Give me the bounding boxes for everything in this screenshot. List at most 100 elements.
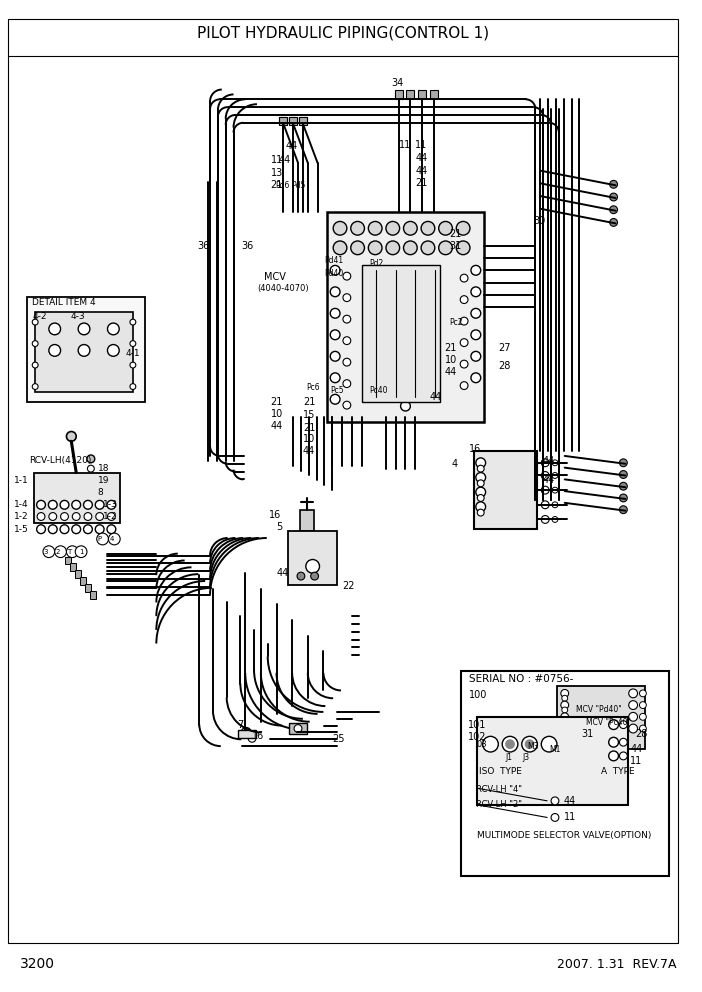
- Circle shape: [552, 460, 558, 465]
- Text: 31: 31: [581, 729, 594, 739]
- Circle shape: [95, 513, 104, 521]
- Circle shape: [241, 727, 251, 737]
- Circle shape: [505, 739, 515, 749]
- Text: Pd5: Pd5: [291, 181, 305, 189]
- Circle shape: [84, 525, 93, 534]
- Bar: [27, 297, 145, 402]
- Circle shape: [330, 395, 340, 404]
- Circle shape: [609, 720, 618, 729]
- Circle shape: [60, 525, 69, 534]
- Circle shape: [351, 241, 364, 255]
- Circle shape: [439, 221, 452, 235]
- Circle shape: [541, 459, 549, 466]
- Text: 28: 28: [498, 361, 510, 371]
- Text: 18: 18: [98, 464, 110, 473]
- Text: Pd2: Pd2: [369, 259, 383, 268]
- Circle shape: [37, 525, 46, 534]
- Text: 36: 36: [241, 241, 253, 251]
- Circle shape: [421, 221, 435, 235]
- Text: MCV "Pd40": MCV "Pd40": [576, 705, 622, 714]
- Bar: [34, 472, 120, 524]
- Text: J1: J1: [505, 753, 512, 762]
- Text: 44: 44: [285, 141, 298, 151]
- Text: ISO  TYPE: ISO TYPE: [479, 767, 522, 776]
- Bar: [35, 312, 133, 393]
- Text: 13: 13: [271, 168, 283, 178]
- Circle shape: [461, 274, 468, 282]
- Text: M3: M3: [528, 742, 539, 751]
- Circle shape: [561, 701, 569, 709]
- Text: 21: 21: [303, 423, 315, 433]
- Text: 22: 22: [342, 581, 355, 591]
- Bar: [474, 451, 538, 529]
- Circle shape: [37, 513, 45, 521]
- Circle shape: [471, 266, 481, 275]
- Circle shape: [640, 701, 647, 708]
- Circle shape: [107, 500, 116, 509]
- Text: 2007. 1.31  REV.7A: 2007. 1.31 REV.7A: [557, 957, 677, 970]
- Circle shape: [37, 500, 46, 509]
- Circle shape: [67, 432, 77, 441]
- Bar: [65, 557, 72, 564]
- Text: 44: 44: [271, 421, 283, 431]
- Circle shape: [609, 181, 618, 188]
- Circle shape: [401, 390, 411, 399]
- Bar: [85, 584, 91, 592]
- Circle shape: [421, 241, 435, 255]
- Circle shape: [78, 344, 90, 356]
- Circle shape: [60, 500, 69, 509]
- Circle shape: [619, 752, 628, 760]
- Text: 44: 44: [303, 446, 315, 456]
- Circle shape: [461, 338, 468, 346]
- Circle shape: [404, 221, 417, 235]
- Circle shape: [330, 287, 340, 297]
- Text: 25: 25: [332, 734, 345, 744]
- Circle shape: [32, 384, 38, 390]
- Bar: [289, 531, 337, 585]
- Text: 11: 11: [399, 140, 411, 150]
- Text: 1-2: 1-2: [102, 512, 117, 521]
- Circle shape: [49, 344, 60, 356]
- Circle shape: [541, 516, 549, 524]
- Circle shape: [294, 724, 302, 732]
- Text: 10: 10: [444, 355, 457, 365]
- Text: 21: 21: [449, 229, 462, 239]
- Circle shape: [629, 689, 637, 697]
- Circle shape: [49, 513, 57, 521]
- Bar: [327, 211, 484, 422]
- Circle shape: [343, 315, 351, 323]
- Bar: [477, 717, 628, 805]
- Circle shape: [130, 362, 135, 368]
- Circle shape: [541, 471, 549, 479]
- Bar: [395, 89, 402, 99]
- Circle shape: [95, 500, 104, 509]
- Text: 1-1: 1-1: [13, 476, 28, 485]
- Text: 44: 44: [542, 456, 555, 466]
- Bar: [289, 117, 297, 124]
- Text: (4040-4070): (4040-4070): [257, 285, 309, 294]
- Text: 11: 11: [564, 812, 576, 822]
- Circle shape: [471, 309, 481, 318]
- Circle shape: [562, 707, 568, 713]
- Circle shape: [369, 221, 382, 235]
- Circle shape: [107, 323, 119, 334]
- Circle shape: [552, 472, 558, 478]
- Text: RCV-LH(4120): RCV-LH(4120): [29, 456, 92, 465]
- Text: 11: 11: [630, 756, 642, 766]
- Circle shape: [333, 221, 347, 235]
- Text: 101: 101: [468, 719, 486, 730]
- Text: SERIAL NO : #0756-: SERIAL NO : #0756-: [469, 674, 574, 683]
- Text: 44: 44: [444, 367, 457, 377]
- Circle shape: [311, 572, 319, 580]
- Circle shape: [84, 513, 92, 521]
- Text: RCV-LH "2": RCV-LH "2": [476, 801, 522, 809]
- Circle shape: [456, 241, 470, 255]
- Circle shape: [404, 241, 417, 255]
- Text: 44: 44: [277, 568, 289, 578]
- Text: 21: 21: [416, 179, 428, 188]
- Circle shape: [609, 737, 618, 747]
- Text: 44: 44: [279, 155, 291, 165]
- Circle shape: [333, 241, 347, 255]
- Circle shape: [629, 700, 637, 709]
- Text: 11: 11: [271, 155, 283, 165]
